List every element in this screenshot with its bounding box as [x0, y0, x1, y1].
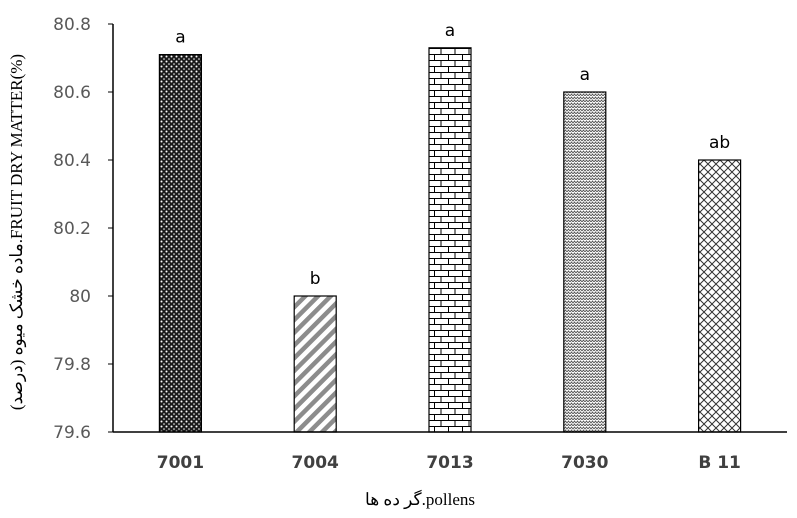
x-category-label: B 11: [698, 453, 741, 473]
bar-b11: [697, 159, 742, 433]
y-tick-label: 80.4: [53, 151, 91, 171]
significance-letter: b: [310, 269, 321, 289]
y-tick-label: 80.2: [53, 219, 91, 239]
bar-7030: [563, 91, 607, 433]
x-axis-category-labels: 7001 7004 7013 7030 B 11: [157, 453, 741, 473]
significance-letter: a: [445, 21, 455, 41]
significance-letter: a: [580, 65, 590, 85]
x-category-label: 7013: [426, 453, 473, 473]
x-category-label: 7030: [561, 453, 608, 473]
y-axis-ticks: 79.6 79.8 80 80.2 80.4 80.6 80.8: [53, 15, 113, 443]
bar-7001: [158, 53, 202, 433]
bar-7013: [428, 47, 472, 433]
x-axis-title: گر ده ها.pollens: [365, 489, 475, 510]
significance-letter: a: [175, 28, 185, 48]
y-tick-label: 80.8: [53, 15, 91, 35]
significance-letter: ab: [709, 133, 730, 153]
x-category-label: 7001: [157, 453, 204, 473]
y-tick-label: 79.8: [53, 355, 91, 375]
y-tick-label: 80.6: [53, 83, 91, 103]
y-axis-title: ماده خشک میوه (درصد).FRUIT DRY MATTER(%): [7, 54, 27, 410]
bars: [158, 47, 742, 433]
y-tick-label: 80: [69, 287, 91, 307]
y-tick-label: 79.6: [53, 423, 91, 443]
bar-7004: [293, 295, 337, 433]
x-category-label: 7004: [292, 453, 339, 473]
